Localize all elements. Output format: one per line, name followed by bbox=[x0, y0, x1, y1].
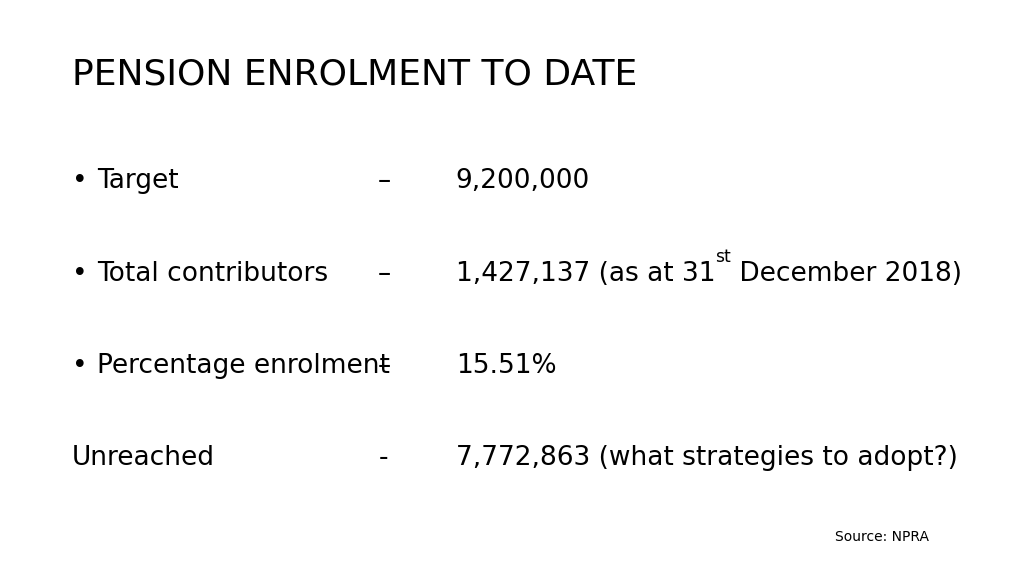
Text: –: – bbox=[378, 260, 390, 287]
Text: 1,427,137 (as at 31: 1,427,137 (as at 31 bbox=[456, 260, 715, 287]
Text: -: - bbox=[379, 445, 389, 471]
Text: –: – bbox=[378, 168, 390, 195]
Text: Total contributors: Total contributors bbox=[97, 260, 329, 287]
Text: st: st bbox=[715, 248, 731, 267]
Text: Unreached: Unreached bbox=[72, 445, 215, 471]
Text: •: • bbox=[72, 260, 87, 287]
Text: Source: NPRA: Source: NPRA bbox=[835, 530, 929, 544]
Text: 15.51%: 15.51% bbox=[456, 353, 556, 379]
Text: PENSION ENROLMENT TO DATE: PENSION ENROLMENT TO DATE bbox=[72, 58, 637, 92]
Text: –: – bbox=[378, 353, 390, 379]
Text: Target: Target bbox=[97, 168, 179, 195]
Text: Percentage enrolment: Percentage enrolment bbox=[97, 353, 390, 379]
Text: December 2018): December 2018) bbox=[731, 260, 962, 287]
Text: 9,200,000: 9,200,000 bbox=[456, 168, 590, 195]
Text: 7,772,863 (what strategies to adopt?): 7,772,863 (what strategies to adopt?) bbox=[456, 445, 957, 471]
Text: •: • bbox=[72, 353, 87, 379]
Text: •: • bbox=[72, 168, 87, 195]
